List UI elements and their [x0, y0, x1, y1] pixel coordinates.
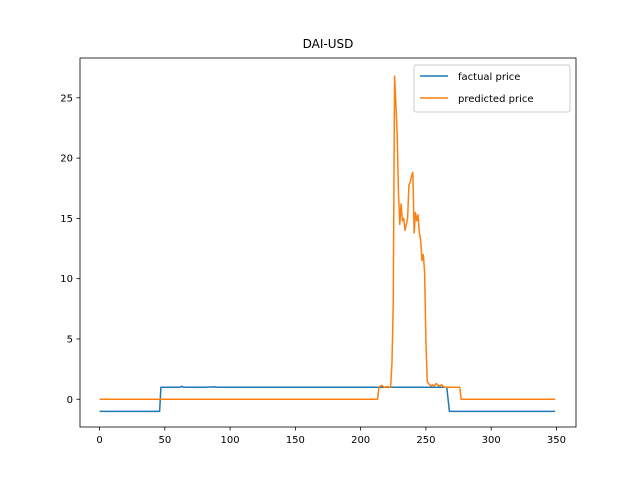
legend: factual price predicted price [413, 64, 571, 113]
y-tick-label: 0 [67, 395, 73, 406]
y-tick-label: 20 [60, 154, 73, 165]
plot-area-frame [79, 57, 577, 428]
y-tick-label: 25 [60, 93, 73, 104]
legend-frame [413, 64, 571, 113]
series-layer [99, 75, 556, 413]
x-tick-label: 150 [286, 435, 305, 446]
x-tick-label: 300 [482, 435, 501, 446]
series-line-predicted-price [99, 75, 556, 401]
chart-title: DAI-USD [303, 37, 354, 51]
x-tick-label: 0 [96, 435, 102, 446]
x-tick-label: 250 [416, 435, 435, 446]
y-tick-label: 5 [67, 334, 73, 345]
legend-label-predicted-price: predicted price [458, 94, 534, 105]
x-tick-label: 50 [158, 435, 171, 446]
x-tick-label: 200 [351, 435, 370, 446]
y-axis: 0 5 10 15 20 25 [60, 93, 80, 406]
x-axis: 0 50 100 150 200 250 300 350 [96, 427, 566, 446]
y-tick-label: 15 [60, 214, 73, 225]
x-tick-label: 100 [221, 435, 240, 446]
legend-label-factual-price: factual price [458, 72, 520, 83]
x-tick-label: 350 [547, 435, 566, 446]
y-tick-label: 10 [60, 274, 73, 285]
